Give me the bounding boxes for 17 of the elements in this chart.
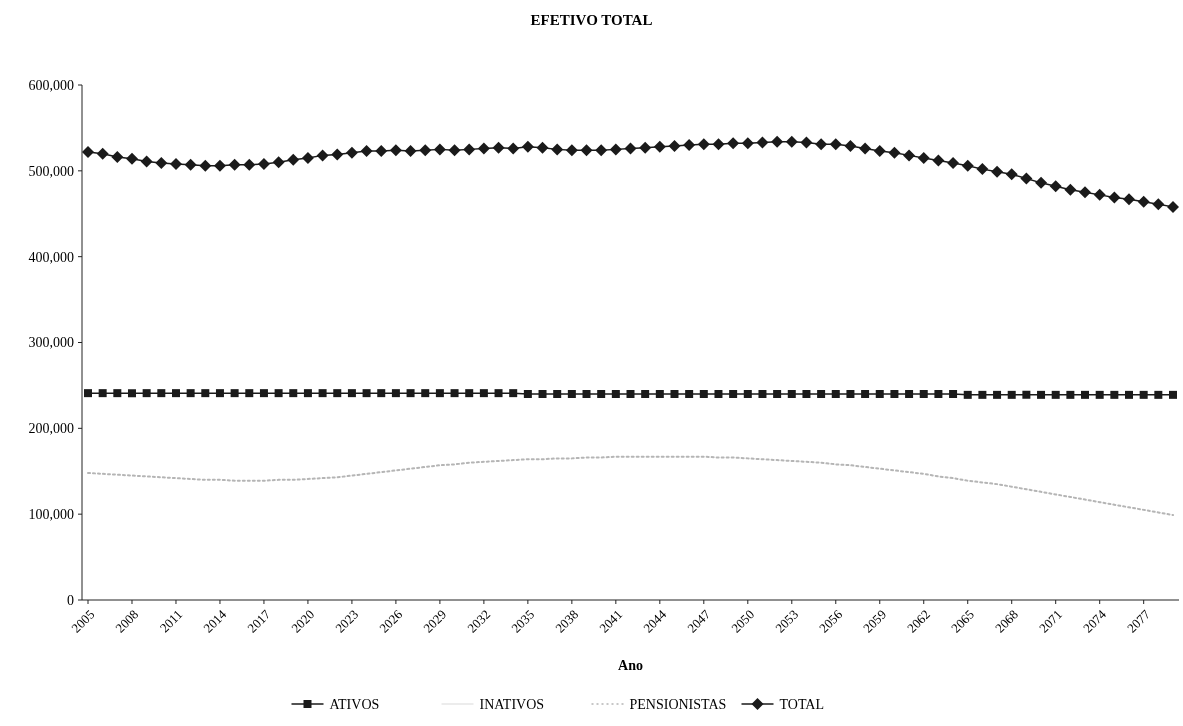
y-tick-label: 200,000: [28, 421, 74, 437]
y-tick-label: 100,000: [28, 507, 74, 523]
y-tick-label: 600,000: [28, 77, 74, 93]
x-axis-title: Ano: [618, 658, 643, 673]
legend-label: INATIVOS: [479, 696, 545, 712]
x-tick-label: 2071: [1036, 606, 1066, 636]
chart-title: EFETIVO TOTAL: [530, 12, 653, 28]
legend-label: TOTAL: [779, 696, 825, 712]
legend-label: ATIVOS: [329, 696, 380, 712]
legend-label: PENSIONISTAS: [629, 696, 727, 712]
line-series: [87, 455, 1174, 517]
x-tick-label: 2011: [156, 606, 186, 636]
y-tick-label: 500,000: [28, 163, 74, 179]
x-tick-label: 2041: [596, 606, 626, 636]
y-tick-label: 0: [67, 592, 74, 608]
y-tick-label: 300,000: [28, 335, 74, 351]
y-tick-label: 400,000: [28, 249, 74, 265]
